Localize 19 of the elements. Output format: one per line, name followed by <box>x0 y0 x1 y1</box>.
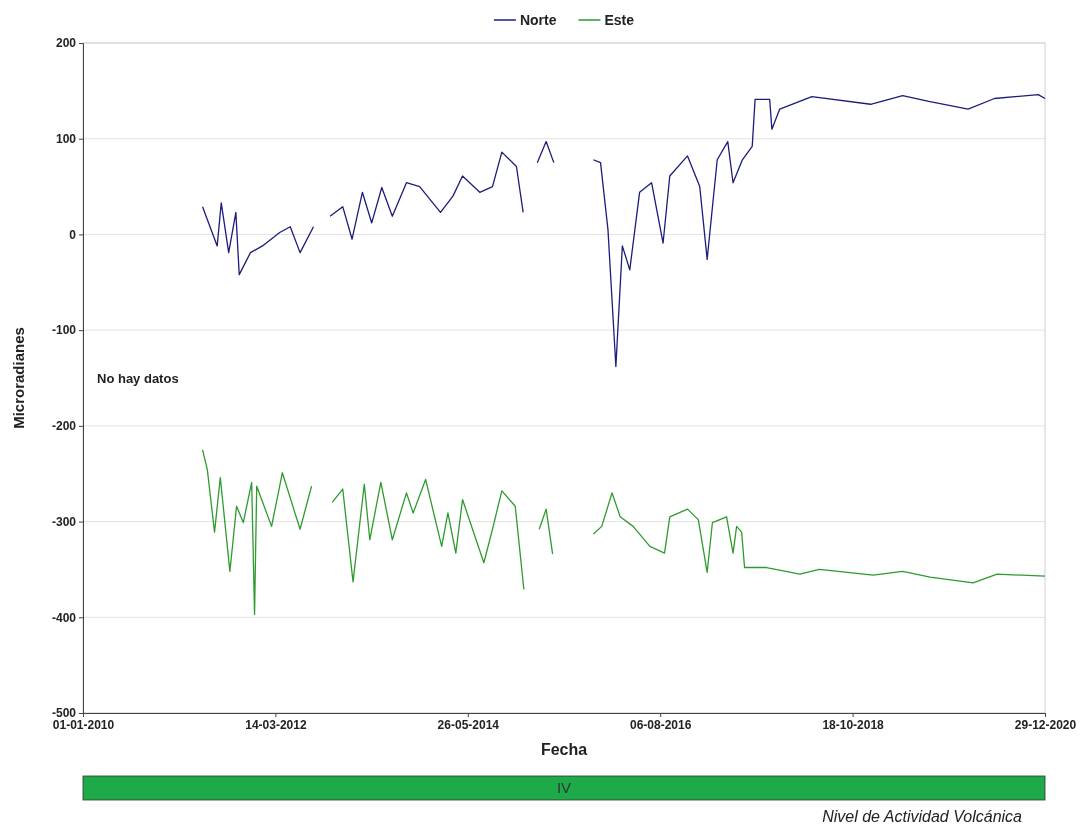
y-axis-title: Microradianes <box>10 327 27 429</box>
y-tick-label: -300 <box>51 514 77 529</box>
x-tick-label: 18-10-2018 <box>822 717 885 732</box>
y-tick-label: 0 <box>69 227 77 242</box>
y-tick-label: -200 <box>51 419 77 434</box>
legend-label: Norte <box>519 12 557 28</box>
x-tick-label: 06-08-2016 <box>630 717 692 732</box>
y-tick-label: 200 <box>55 36 77 51</box>
x-tick-label: 29-12-2020 <box>1014 717 1077 732</box>
y-tick-label: -400 <box>51 610 77 625</box>
x-axis-title: Fecha <box>540 741 588 758</box>
annotation: No hay datos <box>97 371 179 386</box>
legend-label: Este <box>604 12 635 28</box>
y-tick-label: 100 <box>55 132 77 147</box>
text: IV <box>556 779 572 796</box>
y-tick-label: -100 <box>51 323 77 338</box>
x-tick-label: 26-05-2014 <box>437 717 500 732</box>
x-tick-label: 14-03-2012 <box>245 717 307 732</box>
text: Nivel de Actividad Volcánica <box>822 808 1023 825</box>
